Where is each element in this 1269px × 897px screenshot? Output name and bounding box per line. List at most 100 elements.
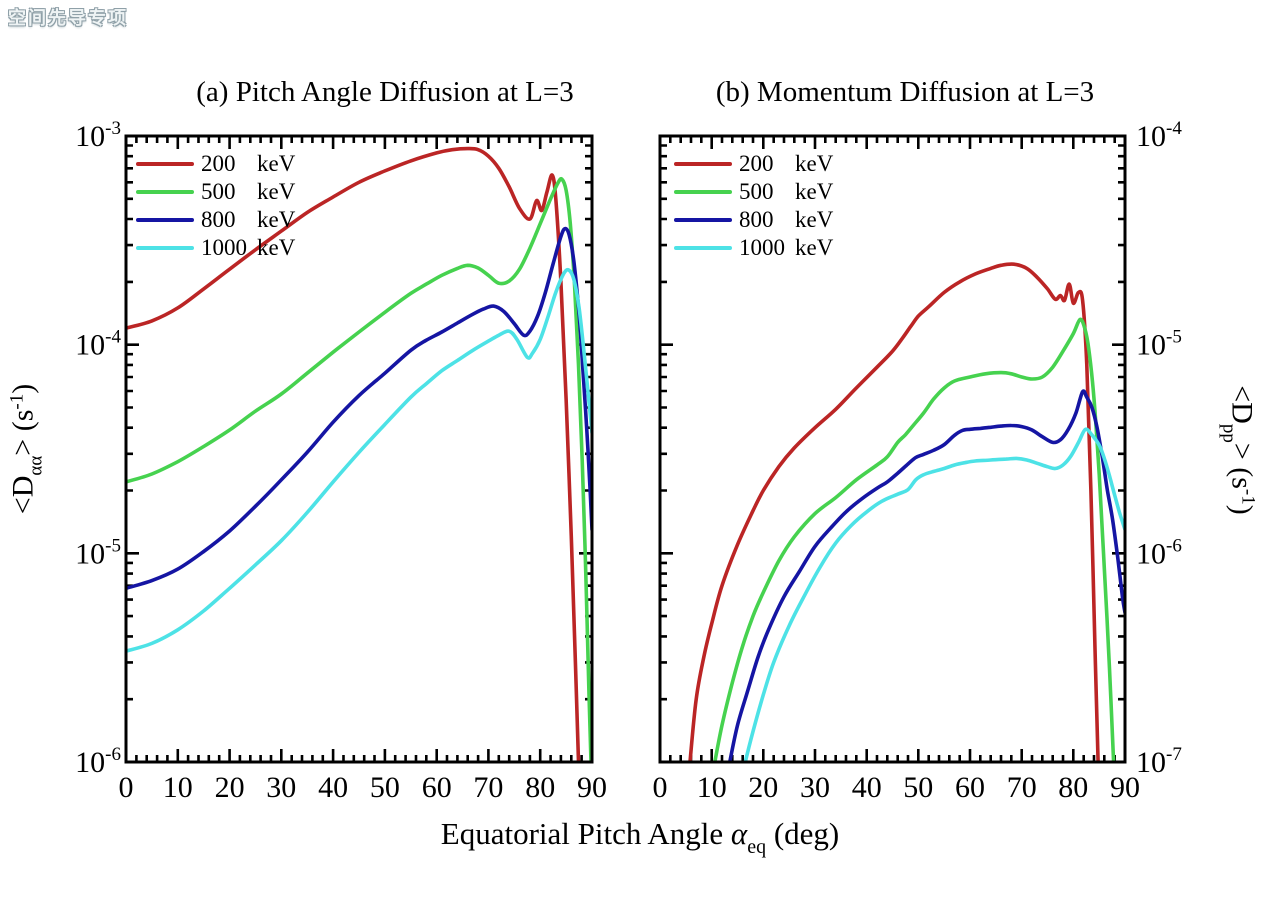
panel-a: 0 10 20 30 40 50 60 70 80 90 10-3 10-4 10-5 10-6 [75, 118, 607, 804]
y-axis-label-right: <Dpp> (s-1) [1218, 385, 1259, 515]
legend-row: 200 keV [136, 150, 295, 178]
y-tick-label: 10-5 [1136, 327, 1182, 362]
legend-unit-label: keV [795, 151, 834, 176]
panel-b-legend: 200 keV 500 keV 800 keV 1000 keV [674, 150, 833, 262]
ylabel-left-sup: -1 [6, 393, 28, 410]
panel-b-frame [658, 134, 1127, 764]
x-axis-label: Equatorial Pitch Angle αeq (deg) [340, 816, 940, 859]
x-tick-label: 20 [215, 771, 245, 804]
legend-unit-label: keV [795, 179, 834, 204]
y-tick-label: 10-4 [1136, 118, 1182, 153]
x-tick-label: 60 [955, 771, 985, 804]
ylabel-right-sub: pp [1218, 423, 1240, 443]
legend-energy-label: 200 [739, 151, 774, 176]
x-tick-label: 40 [852, 771, 882, 804]
x-tick-label: 30 [800, 771, 830, 804]
legend-line-swatch [674, 246, 732, 250]
y-axis-label-left: <Dαα> (s-1) [7, 384, 48, 514]
legend-energy-label: 500 [201, 179, 236, 204]
legend-row: 800 keV [674, 206, 833, 234]
legend-line-swatch [136, 218, 194, 222]
legend-row: 1000 keV [136, 234, 295, 262]
ylabel-right-post: ) [1225, 504, 1259, 515]
curve-1000-kev [743, 427, 1125, 762]
legend-row: 500 keV [136, 178, 295, 206]
y-tick-label: 10-6 [75, 744, 121, 779]
panel-a-y-tick-labels: 10-3 10-4 10-5 10-6 [75, 118, 121, 779]
legend-unit-label: keV [795, 207, 834, 232]
legend-energy-label: 500 [739, 179, 774, 204]
curve-800-kev [728, 389, 1125, 762]
legend-row: 200 keV [674, 150, 833, 178]
panel-b: 0 10 20 30 40 50 60 70 80 90 10-4 10-5 10-6 10-7 [653, 118, 1183, 804]
legend-unit-label: keV [257, 235, 296, 260]
xlabel-alpha: α [730, 816, 748, 851]
xlabel-prefix: Equatorial Pitch Angle [440, 816, 731, 851]
panel-a-frame [124, 134, 594, 764]
legend-energy-label: 1000 [739, 235, 785, 260]
ylabel-left-post: ) [6, 383, 40, 394]
x-tick-label: 70 [473, 771, 503, 804]
panel-b-x-tick-labels: 0 10 20 30 40 50 60 70 80 90 [653, 771, 1141, 804]
ylabel-left-pre: <D [6, 475, 40, 515]
x-tick-label: 50 [370, 771, 400, 804]
x-tick-label: 30 [266, 771, 296, 804]
legend-line-swatch [674, 218, 732, 222]
x-tick-label: 0 [119, 771, 134, 804]
xlabel-sub: eq [747, 836, 767, 858]
ylabel-right-sup: -1 [1237, 488, 1259, 505]
y-tick-label: 10-7 [1136, 744, 1182, 779]
watermark-text: 空间先导专项 [8, 8, 128, 29]
legend-unit-label: keV [795, 235, 834, 260]
ylabel-left-sub: αα [25, 455, 47, 476]
panel-a-legend: 200 keV 500 keV 800 keV 1000 keV [136, 150, 295, 262]
y-tick-label: 10-4 [75, 327, 121, 362]
x-tick-label: 80 [525, 771, 555, 804]
panel-a-curves [126, 146, 592, 762]
legend-row: 800 keV [136, 206, 295, 234]
panel-b-title: (b) Momentum Diffusion at L=3 [715, 76, 1095, 108]
legend-row: 500 keV [674, 178, 833, 206]
legend-unit-label: keV [257, 151, 296, 176]
x-tick-label: 0 [653, 771, 668, 804]
legend-line-swatch [136, 246, 194, 250]
legend-row: 1000 keV [674, 234, 833, 262]
y-tick-label: 10-5 [75, 535, 121, 570]
panel-b-y-tick-labels: 10-4 10-5 10-6 10-7 [1136, 118, 1182, 779]
legend-line-swatch [674, 162, 732, 166]
x-tick-label: 20 [748, 771, 778, 804]
curve-800-kev [126, 226, 592, 591]
legend-energy-label: 1000 [201, 235, 247, 260]
legend-unit-label: keV [257, 179, 296, 204]
legend-line-swatch [136, 190, 194, 194]
x-tick-label: 90 [1110, 771, 1140, 804]
ylabel-right-pre: <D [1225, 385, 1259, 424]
ylabel-right-mid: > (s [1225, 442, 1259, 489]
curve-200-kev [688, 262, 1100, 762]
y-tick-label: 10-6 [1136, 535, 1182, 570]
legend-unit-label: keV [257, 207, 296, 232]
legend-energy-label: 200 [201, 151, 236, 176]
x-tick-label: 60 [422, 771, 452, 804]
panel-a-x-tick-labels: 0 10 20 30 40 50 60 70 80 90 [119, 771, 608, 804]
x-tick-label: 80 [1058, 771, 1088, 804]
x-tick-label: 50 [903, 771, 933, 804]
x-tick-label: 70 [1007, 771, 1037, 804]
curve-1000-kev [126, 267, 592, 653]
curve-500-kev [126, 176, 592, 762]
xlabel-suffix: (deg) [766, 816, 840, 851]
panel-a-title: (a) Pitch Angle Diffusion at L=3 [196, 76, 574, 108]
ylabel-left-mid: > (s [6, 409, 40, 456]
x-tick-label: 90 [577, 771, 607, 804]
y-tick-label: 10-3 [75, 118, 121, 153]
panel-b-curves [688, 262, 1125, 762]
legend-energy-label: 800 [739, 207, 774, 232]
x-tick-label: 40 [318, 771, 348, 804]
legend-line-swatch [674, 190, 732, 194]
legend-line-swatch [136, 162, 194, 166]
legend-energy-label: 800 [201, 207, 236, 232]
x-tick-label: 10 [697, 771, 727, 804]
curve-500-kev [713, 317, 1116, 762]
